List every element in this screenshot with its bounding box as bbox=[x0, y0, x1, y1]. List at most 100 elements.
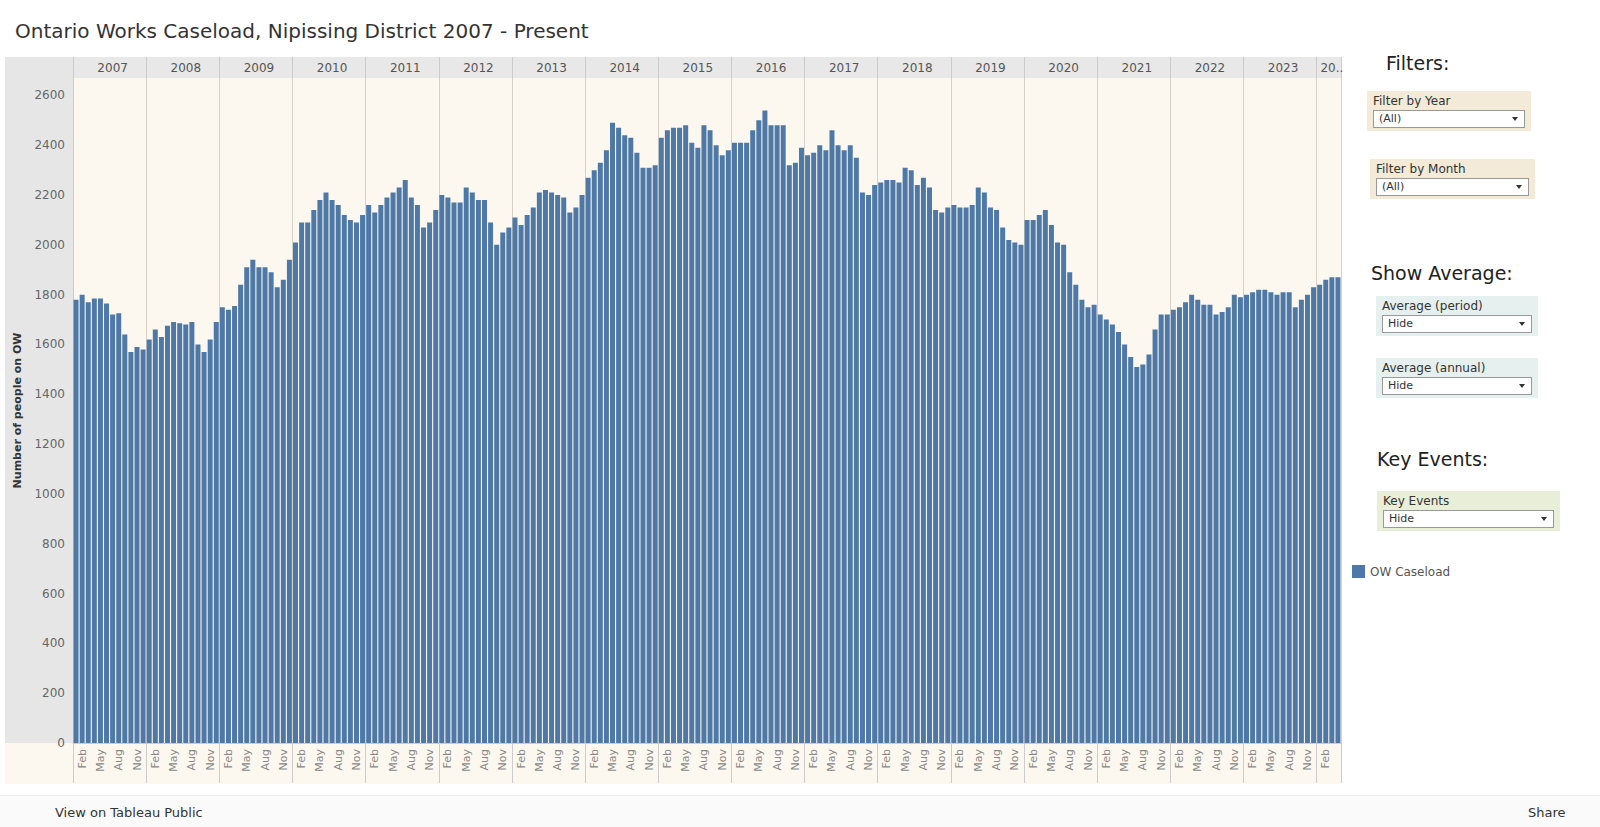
svg-text:May: May bbox=[679, 749, 692, 772]
svg-text:May: May bbox=[240, 749, 253, 772]
svg-text:2019: 2019 bbox=[975, 61, 1006, 75]
svg-text:Aug: Aug bbox=[1063, 749, 1076, 770]
svg-text:Nov: Nov bbox=[716, 749, 729, 771]
svg-text:Aug: Aug bbox=[1283, 749, 1296, 770]
svg-text:Aug: Aug bbox=[405, 749, 418, 770]
svg-text:Aug: Aug bbox=[1136, 749, 1149, 770]
svg-text:2009: 2009 bbox=[244, 61, 275, 75]
svg-text:Aug: Aug bbox=[844, 749, 857, 770]
svg-text:Nov: Nov bbox=[1082, 749, 1095, 771]
svg-text:2021: 2021 bbox=[1122, 61, 1153, 75]
svg-text:Number of people on OW: Number of people on OW bbox=[11, 333, 24, 489]
svg-text:2000: 2000 bbox=[34, 238, 65, 252]
svg-text:Feb: Feb bbox=[1319, 749, 1332, 768]
svg-text:Feb: Feb bbox=[661, 749, 674, 768]
svg-text:Nov: Nov bbox=[1155, 749, 1168, 771]
svg-text:May: May bbox=[313, 749, 326, 772]
svg-text:Feb: Feb bbox=[734, 749, 747, 768]
svg-text:0: 0 bbox=[57, 736, 65, 750]
svg-text:Feb: Feb bbox=[368, 749, 381, 768]
svg-text:Nov: Nov bbox=[569, 749, 582, 771]
svg-text:Aug: Aug bbox=[771, 749, 784, 770]
svg-text:2200: 2200 bbox=[34, 188, 65, 202]
svg-text:May: May bbox=[1191, 749, 1204, 772]
svg-text:Nov: Nov bbox=[204, 749, 217, 771]
svg-text:Nov: Nov bbox=[935, 749, 948, 771]
svg-text:May: May bbox=[460, 749, 473, 772]
svg-text:OW Caseload: OW Caseload bbox=[1370, 565, 1450, 579]
svg-text:Feb: Feb bbox=[1100, 749, 1113, 768]
svg-text:Feb: Feb bbox=[953, 749, 966, 768]
svg-text:2011: 2011 bbox=[390, 61, 421, 75]
svg-text:Aug: Aug bbox=[697, 749, 710, 770]
svg-text:May: May bbox=[606, 749, 619, 772]
svg-text:2400: 2400 bbox=[34, 138, 65, 152]
svg-text:May: May bbox=[825, 749, 838, 772]
svg-text:Aug: Aug bbox=[551, 749, 564, 770]
svg-text:2020: 2020 bbox=[1048, 61, 1079, 75]
svg-text:Feb: Feb bbox=[76, 749, 89, 768]
svg-text:2016: 2016 bbox=[756, 61, 787, 75]
svg-text:Aug: Aug bbox=[624, 749, 637, 770]
svg-text:May: May bbox=[94, 749, 107, 772]
svg-text:Nov: Nov bbox=[1301, 749, 1314, 771]
svg-text:Nov: Nov bbox=[1008, 749, 1021, 771]
svg-text:May: May bbox=[1045, 749, 1058, 772]
svg-text:2017: 2017 bbox=[829, 61, 860, 75]
svg-text:Nov: Nov bbox=[862, 749, 875, 771]
svg-text:May: May bbox=[972, 749, 985, 772]
svg-text:Aug: Aug bbox=[259, 749, 272, 770]
svg-text:1600: 1600 bbox=[34, 337, 65, 351]
svg-text:Nov: Nov bbox=[277, 749, 290, 771]
svg-text:2015: 2015 bbox=[683, 61, 714, 75]
svg-text:Nov: Nov bbox=[423, 749, 436, 771]
svg-text:2013: 2013 bbox=[536, 61, 567, 75]
svg-text:May: May bbox=[899, 749, 912, 772]
svg-text:Nov: Nov bbox=[131, 749, 144, 771]
svg-text:Aug: Aug bbox=[917, 749, 930, 770]
svg-text:Aug: Aug bbox=[112, 749, 125, 770]
svg-text:200: 200 bbox=[42, 686, 65, 700]
svg-text:Feb: Feb bbox=[222, 749, 235, 768]
svg-text:800: 800 bbox=[42, 537, 65, 551]
svg-text:Aug: Aug bbox=[990, 749, 1003, 770]
svg-text:2014: 2014 bbox=[609, 61, 640, 75]
svg-text:May: May bbox=[167, 749, 180, 772]
svg-text:Nov: Nov bbox=[350, 749, 363, 771]
svg-text:Nov: Nov bbox=[789, 749, 802, 771]
svg-text:Nov: Nov bbox=[1228, 749, 1241, 771]
svg-text:Feb: Feb bbox=[295, 749, 308, 768]
svg-text:2008: 2008 bbox=[171, 61, 202, 75]
svg-text:May: May bbox=[752, 749, 765, 772]
svg-text:Nov: Nov bbox=[643, 749, 656, 771]
svg-text:2010: 2010 bbox=[317, 61, 348, 75]
svg-text:Feb: Feb bbox=[588, 749, 601, 768]
svg-text:2018: 2018 bbox=[902, 61, 933, 75]
svg-text:May: May bbox=[533, 749, 546, 772]
svg-text:Feb: Feb bbox=[515, 749, 528, 768]
svg-text:400: 400 bbox=[42, 636, 65, 650]
svg-text:2600: 2600 bbox=[34, 88, 65, 102]
svg-text:Aug: Aug bbox=[478, 749, 491, 770]
svg-text:Nov: Nov bbox=[496, 749, 509, 771]
svg-text:Feb: Feb bbox=[1246, 749, 1259, 768]
svg-text:Feb: Feb bbox=[1027, 749, 1040, 768]
svg-text:Aug: Aug bbox=[185, 749, 198, 770]
svg-text:1000: 1000 bbox=[34, 487, 65, 501]
svg-text:20..: 20.. bbox=[1320, 61, 1343, 75]
svg-text:Feb: Feb bbox=[880, 749, 893, 768]
svg-text:2022: 2022 bbox=[1195, 61, 1226, 75]
svg-text:May: May bbox=[387, 749, 400, 772]
svg-text:2012: 2012 bbox=[463, 61, 494, 75]
svg-text:Feb: Feb bbox=[149, 749, 162, 768]
svg-text:Aug: Aug bbox=[332, 749, 345, 770]
svg-text:1400: 1400 bbox=[34, 387, 65, 401]
svg-text:Feb: Feb bbox=[441, 749, 454, 768]
svg-text:Feb: Feb bbox=[807, 749, 820, 768]
svg-text:Aug: Aug bbox=[1210, 749, 1223, 770]
svg-text:1200: 1200 bbox=[34, 437, 65, 451]
svg-text:May: May bbox=[1118, 749, 1131, 772]
svg-text:1800: 1800 bbox=[34, 288, 65, 302]
svg-text:May: May bbox=[1264, 749, 1277, 772]
svg-text:Ontario Works Caseload, Nipiss: Ontario Works Caseload, Nipissing Distri… bbox=[15, 19, 589, 43]
